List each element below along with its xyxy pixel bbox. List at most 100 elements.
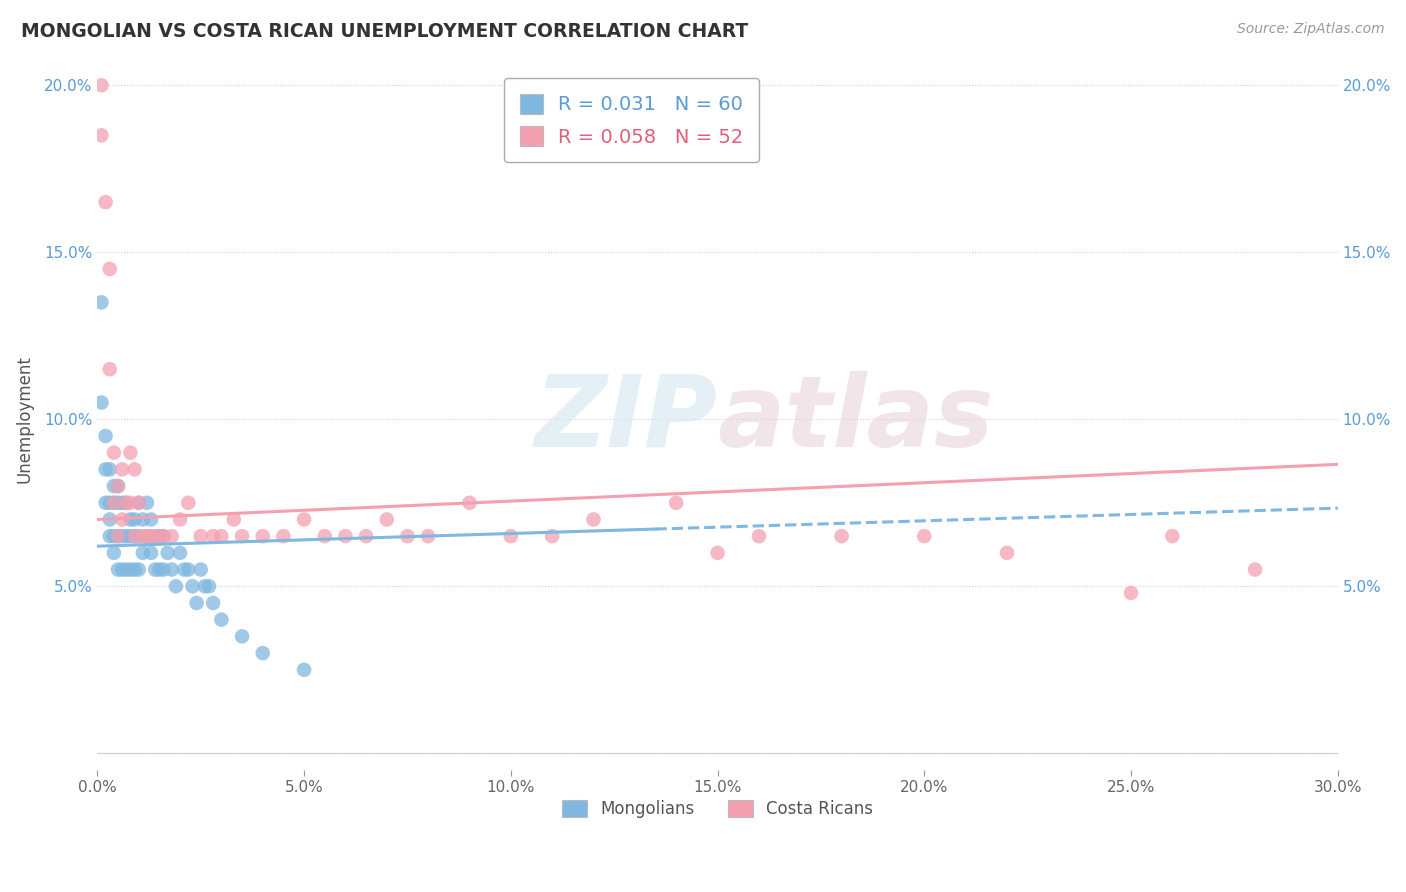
Point [124, 529, 146, 543]
Point [115, 496, 138, 510]
Point [160, 529, 183, 543]
Point [499, 529, 522, 543]
Point [124, 462, 146, 476]
Point [128, 563, 150, 577]
Point [115, 496, 138, 510]
Text: MONGOLIAN VS COSTA RICAN UNEMPLOYMENT CORRELATION CHART: MONGOLIAN VS COSTA RICAN UNEMPLOYMENT CO… [21, 22, 748, 41]
Point [458, 496, 481, 510]
Point [165, 579, 187, 593]
Point [90, 295, 112, 310]
Point [665, 496, 688, 510]
Point [194, 579, 217, 593]
Point [111, 563, 134, 577]
Point [748, 529, 770, 543]
Point [98, 462, 121, 476]
Text: atlas: atlas [717, 371, 994, 467]
Point [136, 529, 159, 543]
Point [124, 512, 146, 526]
Point [143, 529, 166, 543]
Point [314, 529, 336, 543]
Point [148, 529, 170, 543]
Point [252, 646, 274, 660]
Point [103, 529, 125, 543]
Point [1244, 563, 1267, 577]
Point [107, 496, 129, 510]
Point [120, 563, 142, 577]
Point [156, 546, 179, 560]
Point [190, 563, 212, 577]
Point [173, 563, 195, 577]
Point [98, 362, 121, 376]
Point [202, 529, 225, 543]
Point [1119, 586, 1142, 600]
Point [136, 496, 159, 510]
Point [995, 546, 1018, 560]
Point [132, 546, 155, 560]
Point [98, 512, 121, 526]
Point [98, 529, 121, 543]
Point [120, 445, 142, 459]
Point [103, 496, 125, 510]
Point [1161, 529, 1184, 543]
Point [209, 529, 232, 543]
Point [354, 529, 377, 543]
Point [396, 529, 419, 543]
Point [120, 496, 142, 510]
Point [169, 546, 191, 560]
Point [292, 512, 315, 526]
Point [103, 479, 125, 493]
Point [273, 529, 295, 543]
Point [139, 546, 162, 560]
Legend: Mongolians, Costa Ricans: Mongolians, Costa Ricans [555, 793, 880, 825]
Point [128, 496, 150, 510]
Point [186, 596, 208, 610]
Point [222, 512, 245, 526]
Point [90, 128, 112, 143]
Point [190, 529, 212, 543]
Point [202, 596, 225, 610]
Point [94, 462, 117, 476]
Point [177, 496, 200, 510]
Point [115, 563, 138, 577]
Point [107, 479, 129, 493]
Point [177, 563, 200, 577]
Point [139, 529, 162, 543]
Point [541, 529, 564, 543]
Point [111, 462, 134, 476]
Point [148, 529, 170, 543]
Y-axis label: Unemployment: Unemployment [15, 355, 32, 483]
Point [128, 496, 150, 510]
Point [160, 563, 183, 577]
Point [152, 563, 174, 577]
Point [94, 496, 117, 510]
Point [416, 529, 439, 543]
Point [198, 579, 221, 593]
Point [98, 262, 121, 277]
Point [90, 78, 112, 93]
Point [292, 663, 315, 677]
Point [209, 613, 232, 627]
Point [111, 529, 134, 543]
Point [120, 512, 142, 526]
Point [115, 529, 138, 543]
Point [107, 479, 129, 493]
Point [152, 529, 174, 543]
Point [169, 512, 191, 526]
Point [706, 546, 728, 560]
Point [111, 512, 134, 526]
Point [94, 195, 117, 210]
Point [94, 429, 117, 443]
Point [181, 579, 204, 593]
Point [139, 512, 162, 526]
Point [120, 529, 142, 543]
Point [128, 529, 150, 543]
Point [148, 563, 170, 577]
Point [143, 563, 166, 577]
Point [132, 529, 155, 543]
Point [231, 529, 253, 543]
Point [103, 445, 125, 459]
Point [335, 529, 357, 543]
Point [582, 512, 605, 526]
Point [124, 563, 146, 577]
Point [103, 546, 125, 560]
